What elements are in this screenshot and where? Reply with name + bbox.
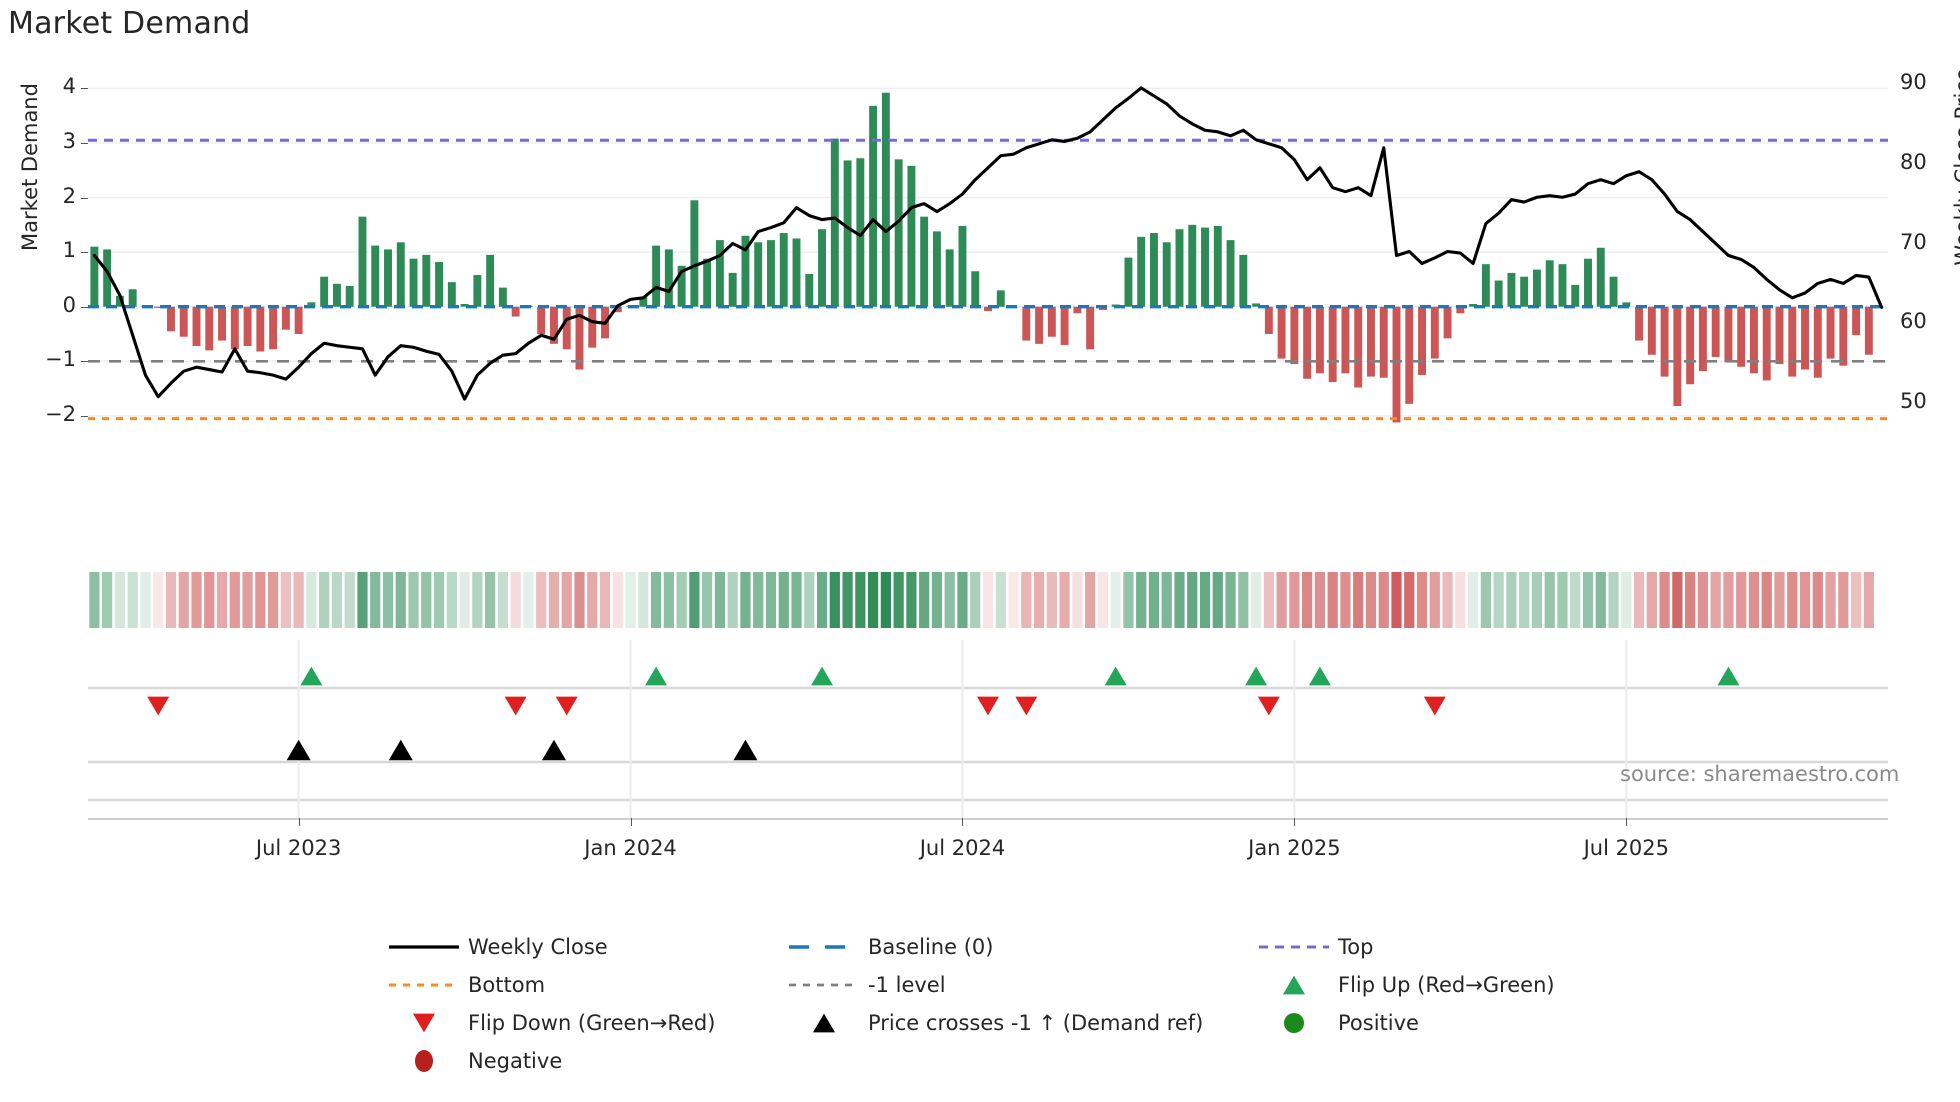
legend-label: Price crosses -1 ↑ (Demand ref) xyxy=(868,1011,1204,1035)
source-attribution: source: sharemaestro.com xyxy=(1620,762,1900,786)
y-axis-right-tick: 70 xyxy=(1900,229,1927,254)
x-axis-tick-label: Jan 2024 xyxy=(584,836,677,860)
y-axis-left-tick: 2 xyxy=(62,183,76,208)
main-plot-area xyxy=(88,72,1888,435)
y-axis-left-tickmark xyxy=(81,142,88,144)
x-axis-line xyxy=(88,818,1888,820)
x-axis-tick-label: Jul 2024 xyxy=(919,836,1006,860)
x-axis-tickmark xyxy=(962,818,964,826)
legend-symbol xyxy=(380,1010,468,1036)
circle-red-icon xyxy=(415,1050,433,1072)
chart-legend: Weekly Close Baseline (0) Top Bottom -1 leve… xyxy=(380,928,1800,1080)
y-axis-left-tick: −2 xyxy=(45,401,76,426)
y-axis-right-tick: 80 xyxy=(1900,149,1927,174)
triangle-down-red-icon xyxy=(413,1013,435,1033)
legend-item[interactable]: Bottom xyxy=(380,972,780,998)
page-title: Market Demand xyxy=(8,6,251,41)
legend-symbol xyxy=(780,934,868,960)
signal-markers-panel xyxy=(88,640,1888,820)
x-axis-tick-label: Jan 2025 xyxy=(1248,836,1341,860)
markers-svg xyxy=(88,640,1888,820)
y-axis-left-tick: 0 xyxy=(62,292,76,317)
x-axis-tick-label: Jul 2023 xyxy=(255,836,342,860)
triangle-up-green-icon xyxy=(1283,975,1305,995)
y-axis-left-tickmark xyxy=(81,252,88,254)
legend-item[interactable]: Weekly Close xyxy=(380,934,780,960)
legend-symbol xyxy=(1250,1010,1338,1036)
legend-symbol xyxy=(380,972,468,998)
dotted-line-purple-icon xyxy=(1259,945,1329,949)
legend-label: Weekly Close xyxy=(468,935,608,959)
circle-green-icon xyxy=(1284,1013,1304,1033)
x-axis: Jul 2023 Jan 2024 Jul 2024 Jan 2025 Jul 2025 xyxy=(88,818,1888,878)
x-axis-tickmark xyxy=(1294,818,1296,826)
y-axis-left-tick: 1 xyxy=(62,238,76,263)
y-axis-right-tick: 50 xyxy=(1900,389,1927,414)
x-axis-tickmark xyxy=(630,818,632,826)
legend-symbol xyxy=(1250,934,1338,960)
plot-svg xyxy=(88,86,1888,423)
legend-label: -1 level xyxy=(868,973,946,997)
solid-line-black-icon xyxy=(389,945,459,949)
legend-label: Positive xyxy=(1338,1011,1419,1035)
y-axis-left-tickmark xyxy=(81,415,88,417)
demand-heatmap-strip xyxy=(88,572,1888,628)
y-axis-left-tick: 3 xyxy=(62,128,76,153)
legend-label: Bottom xyxy=(468,973,546,997)
y-axis-left-tickmark xyxy=(81,306,88,308)
dotted-line-orange-icon xyxy=(389,983,459,987)
legend-label: Top xyxy=(1338,935,1374,959)
legend-item[interactable]: Flip Down (Green→Red) xyxy=(380,1010,780,1036)
dotted-line-gray-icon xyxy=(789,983,859,987)
legend-item[interactable]: -1 level xyxy=(780,972,1250,998)
legend-symbol xyxy=(1250,972,1338,998)
heatmap-svg xyxy=(89,572,1874,628)
legend-item[interactable]: Baseline (0) xyxy=(780,934,1250,960)
legend-label: Flip Down (Green→Red) xyxy=(468,1011,716,1035)
legend-symbol xyxy=(780,1010,868,1036)
dashed-line-blue-icon xyxy=(789,945,859,949)
x-axis-tickmark xyxy=(1626,818,1628,826)
y-axis-right-tick: 90 xyxy=(1900,69,1927,94)
triangle-up-black-icon xyxy=(813,1013,835,1033)
legend-label: Flip Up (Red→Green) xyxy=(1338,973,1555,997)
legend-item[interactable]: Negative xyxy=(380,1048,780,1074)
x-axis-tickmark xyxy=(298,818,300,826)
legend-label: Negative xyxy=(468,1049,563,1073)
legend-symbol xyxy=(380,934,468,960)
y-axis-left-tickmark xyxy=(81,361,88,363)
y-axis-left-tickmark xyxy=(81,88,88,90)
y-axis-left-tick: 4 xyxy=(62,74,76,99)
legend-label: Baseline (0) xyxy=(868,935,994,959)
x-axis-tick-label: Jul 2025 xyxy=(1583,836,1670,860)
legend-item[interactable]: Positive xyxy=(1250,1010,1690,1036)
legend-item[interactable]: Flip Up (Red→Green) xyxy=(1250,972,1690,998)
y-axis-right-tick: 60 xyxy=(1900,309,1927,334)
legend-item[interactable]: Top xyxy=(1250,934,1690,960)
legend-symbol xyxy=(780,972,868,998)
y-axis-left-tick: −1 xyxy=(45,347,76,372)
legend-symbol xyxy=(380,1048,468,1074)
y-axis-left-tickmark xyxy=(81,197,88,199)
legend-item[interactable]: Price crosses -1 ↑ (Demand ref) xyxy=(780,1010,1250,1036)
